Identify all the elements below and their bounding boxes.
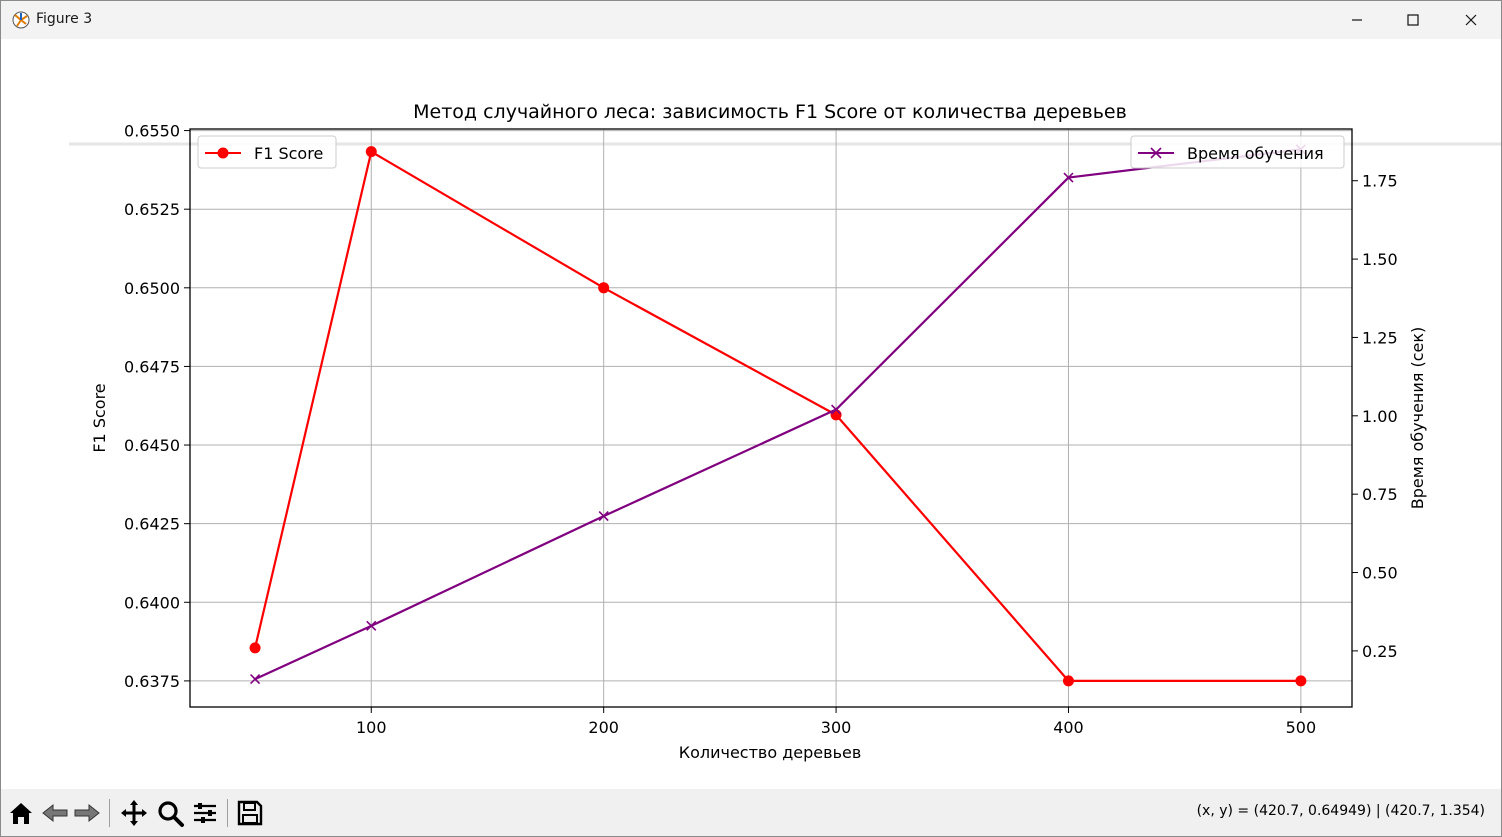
- series-line-f1: [254, 150, 1301, 682]
- chart: Метод случайного леса: зависимость F1 Sc…: [69, 101, 1501, 762]
- y-tick-label-right: 0.25: [1362, 642, 1398, 661]
- pan-button[interactable]: [118, 797, 150, 829]
- x-tick-label: 400: [1053, 718, 1084, 737]
- back-button[interactable]: [39, 797, 71, 829]
- data-point-f1: [1295, 675, 1307, 687]
- data-point-f1: [365, 146, 377, 158]
- navigation-toolbar: (x, y) = (420.7, 0.64949) | (420.7, 1.35…: [1, 789, 1501, 836]
- data-point-time: [250, 674, 261, 685]
- grid: [190, 129, 1352, 707]
- close-button[interactable]: [1442, 1, 1500, 39]
- y-tick-label-right: 0.75: [1362, 485, 1398, 504]
- y-tick-label-right: 1.25: [1362, 328, 1398, 347]
- configure-subplots-button[interactable]: [189, 797, 221, 829]
- y-tick-label-right: 1.50: [1362, 250, 1398, 269]
- data-point-f1: [249, 642, 261, 654]
- minimize-button[interactable]: [1328, 1, 1386, 39]
- data-point-time: [598, 511, 609, 522]
- y-tick-label-right: 0.50: [1362, 564, 1398, 583]
- maximize-button[interactable]: [1384, 1, 1442, 39]
- series-layer: [249, 144, 1307, 687]
- y-tick-label-left: 0.6450: [124, 436, 180, 455]
- window-title: Figure 3: [36, 11, 93, 27]
- legend-f1: F1 Score: [197, 135, 337, 169]
- pan-icon: [121, 800, 147, 826]
- x-tick-label: 500: [1286, 718, 1317, 737]
- y-tick-label-left: 0.6550: [124, 122, 180, 141]
- back-arrow-icon: [42, 803, 68, 823]
- data-point-time: [1063, 172, 1074, 183]
- chart-title: Метод случайного леса: зависимость F1 Sc…: [413, 101, 1127, 123]
- close-icon: [1465, 14, 1477, 26]
- title-bar: Figure 3: [1, 1, 1501, 39]
- maximize-icon: [1407, 14, 1419, 26]
- y-axis-right: 0.25 0.50 0.75 1.00 1.25 1.50 1.75: [1352, 172, 1398, 661]
- configure-subplots-icon: [194, 803, 216, 823]
- y-tick-label-left: 0.6375: [124, 672, 180, 691]
- forward-arrow-icon: [74, 803, 100, 823]
- legend-f1-marker: [217, 147, 229, 159]
- y-axis-label-right: Время обучения (сек): [1408, 327, 1427, 510]
- series-line-time: [254, 148, 1302, 681]
- y-axis-label-left: F1 Score: [90, 383, 109, 452]
- data-point-f1: [598, 282, 610, 294]
- save-button[interactable]: [234, 797, 266, 829]
- forward-button[interactable]: [71, 797, 103, 829]
- toolbar-separator: [227, 799, 228, 827]
- x-axis: 100 200 300 400 500: [356, 707, 1316, 737]
- figure-canvas[interactable]: Метод случайного леса: зависимость F1 Sc…: [1, 39, 1501, 789]
- zoom-button[interactable]: [154, 797, 186, 829]
- y-tick-label-left: 0.6500: [124, 279, 180, 298]
- data-point-f1: [1062, 675, 1074, 687]
- y-tick-label-left: 0.6525: [124, 200, 180, 219]
- x-axis-label: Количество деревьев: [679, 743, 862, 762]
- x-tick-label: 100: [356, 718, 387, 737]
- data-point-time: [831, 404, 842, 415]
- plot-frame: [189, 128, 1353, 708]
- zoom-icon: [158, 801, 184, 827]
- minimize-icon: [1352, 19, 1362, 21]
- data-point-time: [366, 620, 377, 631]
- y-tick-label-right: 1.75: [1362, 172, 1398, 191]
- matplotlib-icon: [12, 11, 30, 29]
- legend-time-marker: [1150, 147, 1162, 159]
- y-tick-label-right: 1.00: [1362, 407, 1398, 426]
- save-icon: [237, 800, 263, 826]
- x-tick-label: 200: [588, 718, 619, 737]
- legend-f1-label: F1 Score: [254, 144, 323, 163]
- legend-time-label: Время обучения: [1187, 144, 1324, 163]
- home-icon: [10, 803, 32, 824]
- y-tick-label-left: 0.6475: [124, 357, 180, 376]
- y-tick-label-left: 0.6400: [124, 593, 180, 612]
- toolbar-separator: [109, 799, 110, 827]
- home-button[interactable]: [5, 797, 37, 829]
- y-axis-left: 0.6375 0.6400 0.6425 0.6450 0.6475 0.6500 0.65…: [124, 122, 190, 691]
- x-tick-label: 300: [821, 718, 852, 737]
- cursor-coordinates: (x, y) = (420.7, 0.64949) | (420.7, 1.35…: [1196, 803, 1485, 819]
- y-tick-label-left: 0.6425: [124, 515, 180, 534]
- legend-time: Время обучения: [1130, 135, 1345, 169]
